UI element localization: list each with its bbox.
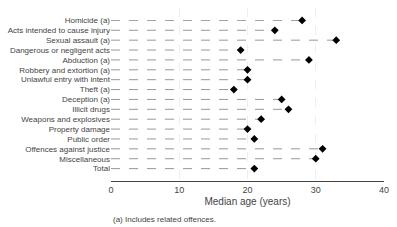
- svg-text:10: 10: [174, 185, 184, 195]
- svg-text:Homicide (a): Homicide (a): [65, 16, 111, 25]
- svg-text:Total: Total: [93, 164, 110, 173]
- svg-text:(a) Includes related offences.: (a) Includes related offences.: [113, 215, 216, 224]
- svg-text:Robbery and extortion (a): Robbery and extortion (a): [19, 66, 110, 75]
- svg-text:Dangerous or negligent acts: Dangerous or negligent acts: [10, 46, 110, 55]
- svg-text:Median age (years): Median age (years): [204, 196, 290, 207]
- svg-text:Acts intended to cause injury: Acts intended to cause injury: [8, 26, 110, 35]
- svg-text:20: 20: [242, 185, 252, 195]
- svg-text:Illicit drugs: Illicit drugs: [72, 105, 110, 114]
- svg-text:Public order: Public order: [67, 135, 110, 144]
- svg-text:Miscellaneous: Miscellaneous: [59, 155, 110, 164]
- svg-text:40: 40: [379, 185, 389, 195]
- svg-text:Deception (a): Deception (a): [62, 95, 110, 104]
- svg-text:Theft (a): Theft (a): [80, 85, 111, 94]
- svg-text:Abduction (a): Abduction (a): [62, 56, 110, 65]
- svg-text:30: 30: [311, 185, 321, 195]
- svg-text:Sexual assault (a): Sexual assault (a): [46, 36, 110, 45]
- svg-text:0: 0: [108, 185, 113, 195]
- svg-text:Unlawful entry with intent: Unlawful entry with intent: [21, 75, 111, 84]
- svg-text:Property damage: Property damage: [49, 125, 111, 134]
- svg-text:Weapons and explosives: Weapons and explosives: [21, 115, 110, 124]
- svg-text:Offences against justice: Offences against justice: [25, 145, 110, 154]
